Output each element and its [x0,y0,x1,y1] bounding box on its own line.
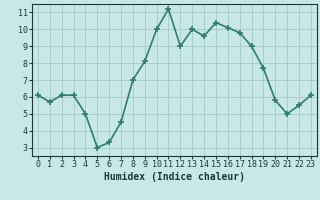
X-axis label: Humidex (Indice chaleur): Humidex (Indice chaleur) [104,172,245,182]
